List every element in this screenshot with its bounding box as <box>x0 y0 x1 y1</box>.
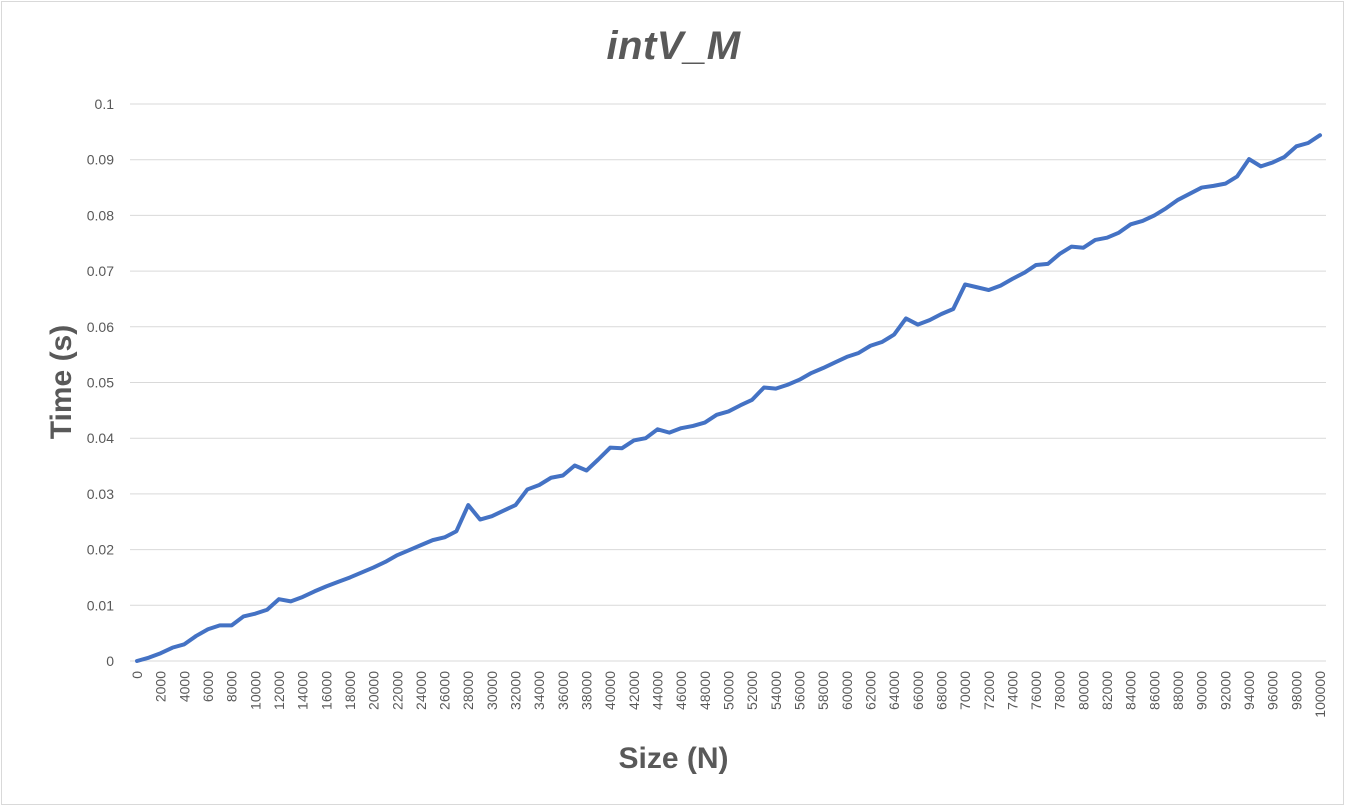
y-tick-label: 0 <box>106 653 114 669</box>
x-tick-label: 32000 <box>508 671 524 710</box>
x-tick-labels: 0 2000 4000 6000 8000 10000 12000 14000 16000 180… <box>129 671 1328 718</box>
x-tick-label: 20000 <box>366 671 382 710</box>
x-tick-label: 4000 <box>176 671 192 702</box>
gridlines <box>130 103 1326 606</box>
x-tick-label: 0 <box>129 671 145 679</box>
x-tick-label: 34000 <box>531 671 547 710</box>
x-tick-label: 58000 <box>815 671 831 710</box>
x-tick-label: 48000 <box>697 671 713 710</box>
x-tick-label: 40000 <box>602 671 618 710</box>
x-tick-label: 72000 <box>981 671 997 710</box>
x-tick-label: 14000 <box>295 671 311 710</box>
x-tick-label: 46000 <box>673 671 689 710</box>
x-tick-label: 2000 <box>153 671 169 702</box>
y-tick-label: 0.07 <box>87 263 114 279</box>
y-tick-label: 0.09 <box>87 152 114 168</box>
x-tick-label: 90000 <box>1194 671 1210 710</box>
x-tick-label: 76000 <box>1028 671 1044 710</box>
x-tick-label: 98000 <box>1288 671 1304 710</box>
x-tick-label: 64000 <box>886 671 902 710</box>
y-tick-label: 0.06 <box>87 319 114 335</box>
x-tick-label: 94000 <box>1241 671 1257 710</box>
x-tick-label: 56000 <box>791 671 807 710</box>
x-tick-label: 88000 <box>1170 671 1186 710</box>
x-tick-label: 8000 <box>224 671 240 702</box>
x-tick-label: 28000 <box>460 671 476 710</box>
x-tick-label: 36000 <box>555 671 571 710</box>
y-tick-label: 0.08 <box>87 207 114 223</box>
x-tick-label: 92000 <box>1217 671 1233 710</box>
x-tick-label: 52000 <box>744 671 760 710</box>
x-tick-label: 62000 <box>862 671 878 710</box>
x-tick-label: 60000 <box>839 671 855 710</box>
y-tick-label: 0.01 <box>87 597 114 613</box>
x-tick-label: 26000 <box>437 671 453 710</box>
y-tick-label: 0.03 <box>87 486 114 502</box>
x-tick-label: 50000 <box>721 671 737 710</box>
x-tick-label: 70000 <box>957 671 973 710</box>
x-tick-label: 100000 <box>1312 671 1328 718</box>
x-tick-label: 66000 <box>910 671 926 710</box>
x-axis-label: Size (N) <box>618 742 729 775</box>
x-tick-label: 78000 <box>1052 671 1068 710</box>
x-tick-label: 68000 <box>933 671 949 710</box>
y-tick-label: 0.04 <box>87 430 114 446</box>
x-tick-label: 38000 <box>579 671 595 710</box>
x-tick-label: 80000 <box>1075 671 1091 710</box>
x-tick-label: 86000 <box>1146 671 1162 710</box>
y-tick-label: 0.1 <box>95 96 115 112</box>
x-tick-label: 42000 <box>626 671 642 710</box>
x-tick-label: 6000 <box>200 671 216 702</box>
x-tick-label: 30000 <box>484 671 500 710</box>
series-line <box>135 133 1322 663</box>
x-tick-label: 54000 <box>768 671 784 710</box>
x-tick-label: 74000 <box>1004 671 1020 710</box>
x-tick-label: 12000 <box>271 671 287 710</box>
x-tick-label: 18000 <box>342 671 358 710</box>
x-tick-label: 84000 <box>1123 671 1139 710</box>
y-tick-label: 0.05 <box>87 375 114 391</box>
x-tick-label: 44000 <box>650 671 666 710</box>
x-tick-label: 16000 <box>318 671 334 710</box>
x-tick-label: 10000 <box>247 671 263 710</box>
y-tick-labels: 0 0.01 0.02 0.03 0.04 0.05 0.06 0.07 0.08 0.09 0.1 <box>87 96 114 669</box>
x-tick-label: 22000 <box>389 671 405 710</box>
x-tick-label: 82000 <box>1099 671 1115 710</box>
x-tick-label: 96000 <box>1265 671 1281 710</box>
chart-title: intV_M <box>606 24 741 68</box>
y-tick-label: 0.02 <box>87 542 114 558</box>
series-layer <box>135 133 1322 663</box>
x-tick-label: 24000 <box>413 671 429 710</box>
